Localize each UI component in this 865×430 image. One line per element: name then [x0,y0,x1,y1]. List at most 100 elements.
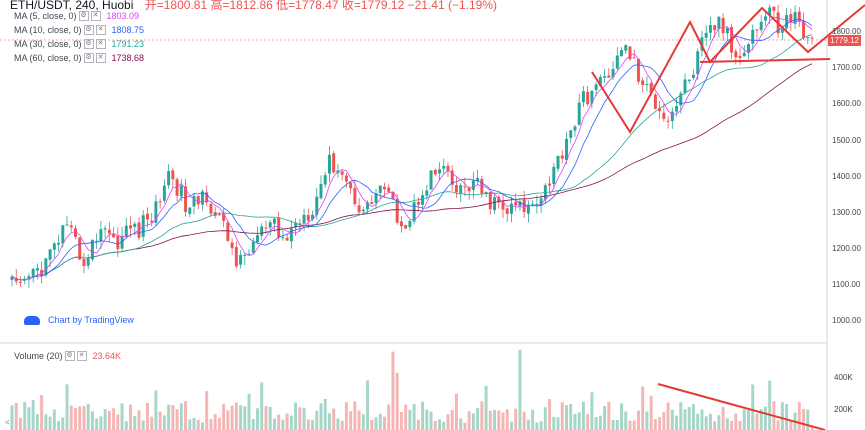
candle-body [501,201,505,210]
ma5-legend[interactable]: MA (5, close, 0) ⚙ ✕ 1803.09 [14,11,139,21]
ma30-legend[interactable]: MA (30, close, 0) ⚙ ✕ 1791.23 [14,39,144,49]
ma30-value: 1791.23 [111,39,145,49]
close-icon[interactable]: ✕ [95,39,106,49]
price-tick-label: 1500.00 [832,136,861,145]
ma30-line [11,34,813,281]
candle-body [298,223,302,225]
scroll-left-icon[interactable]: < [5,418,10,427]
volume-bar [594,417,598,430]
ma60-legend[interactable]: MA (60, close, 0) ⚙ ✕ 1738.68 [14,53,144,63]
settings-icon[interactable]: ⚙ [78,11,89,21]
candle-body [378,185,382,193]
candle-body [150,220,154,223]
close-icon[interactable]: ✕ [95,25,106,35]
volume-bar [785,404,789,430]
volume-bar [171,405,175,430]
volume-bar [759,409,763,430]
volume-trend-annotation[interactable] [657,383,826,430]
candle-body [598,76,602,86]
candle-body [459,185,463,194]
candle-body [247,253,251,255]
candle-body [806,37,810,39]
candle-body [696,51,700,75]
volume-bar [289,415,293,430]
candle-body [260,226,264,236]
candle-body [569,130,573,138]
volume-bar [666,402,670,430]
volume-bar [442,421,446,430]
volume-bar [86,403,90,430]
close-icon[interactable]: ✕ [95,53,106,63]
volume-bar [213,414,217,430]
zigzag-annotation[interactable] [591,4,865,134]
candle-body [349,182,353,189]
tradingview-brand[interactable]: Chart by TradingView [24,315,134,325]
close-icon[interactable]: ✕ [76,351,87,361]
volume-bar [82,406,86,430]
settings-icon[interactable]: ⚙ [64,351,75,361]
volume-legend[interactable]: Volume (20) ⚙ ✕ 23.64K [14,351,121,361]
volume-bar [387,404,391,430]
candle-body [620,50,624,56]
volume-bar [670,409,674,430]
volume-bar [526,419,530,430]
volume-bar [69,405,73,430]
volume-bar [167,404,171,430]
volume-bar [399,412,403,430]
candle-body [738,55,742,58]
volume-bar [158,411,162,430]
settings-icon[interactable]: ⚙ [83,53,94,63]
settings-icon[interactable]: ⚙ [83,25,94,35]
volume-bar [154,390,158,430]
candle-body [497,196,501,203]
volume-bar [662,412,666,430]
candle-body [636,58,640,82]
trend-annotations[interactable] [591,4,865,430]
volume-bar [789,421,793,430]
price-tick-label: 1300.00 [832,208,861,217]
ma5-label: MA (5, close, 0) [14,11,77,21]
ma5-line [11,16,813,281]
volume-bar [505,409,509,430]
candle-body [370,202,374,204]
volume-bar [27,407,31,430]
volume-bar [366,380,370,430]
volume-bar [179,403,183,430]
settings-icon[interactable]: ⚙ [83,39,94,49]
candle-body [82,259,86,266]
candle-body [488,192,492,210]
ma10-legend[interactable]: MA (10, close, 0) ⚙ ✕ 1808.75 [14,25,144,35]
volume-bar [404,404,408,430]
volume-bar [391,351,395,430]
volume-bar [459,418,463,430]
volume-bar [806,409,810,430]
candle-body [107,229,111,234]
candle-body [95,240,99,242]
candle-body [78,237,82,260]
candle-body [69,225,73,228]
support-line-annotation[interactable] [699,58,831,63]
volume-bar [336,418,340,430]
candle-body [311,214,315,220]
candle-body [234,247,238,267]
candle-body [683,79,687,93]
candle-body [539,198,543,206]
price-tick-label: 1800.00 [832,27,861,36]
candle-body [751,29,755,44]
candle-body [454,184,458,193]
candle-body [425,190,429,196]
volume-bar [150,416,154,430]
volume-bar [319,403,323,430]
candle-body [285,237,289,241]
volume-bar [192,417,196,430]
volume-bar [658,417,662,430]
candle-body [99,229,103,242]
candle-body [463,186,467,188]
candle-body [785,15,789,29]
candle-body [560,155,564,159]
close-icon[interactable]: ✕ [90,11,101,21]
candle-body [344,175,348,182]
volume-bar [768,380,772,430]
volume-bar [344,402,348,430]
